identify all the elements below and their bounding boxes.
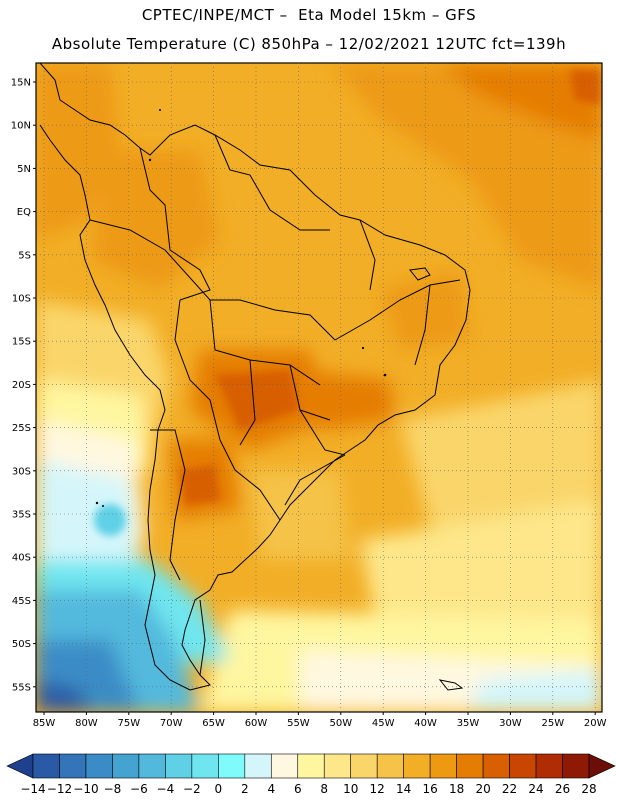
lat-tick-label: 40S bbox=[12, 553, 31, 564]
colorbar-swatch bbox=[350, 753, 378, 779]
lat-tick-label: EQ bbox=[17, 207, 31, 218]
colorbar-label: −10 bbox=[73, 782, 98, 796]
lon-tick-label: 80W bbox=[75, 718, 98, 729]
colorbar-label: 10 bbox=[343, 782, 358, 796]
lat-tick-label: 55S bbox=[12, 682, 31, 693]
colorbar-label: 4 bbox=[267, 782, 275, 796]
lat-tick-label: 10N bbox=[11, 121, 31, 132]
colorbar-label: 18 bbox=[449, 782, 464, 796]
longitude-axis: 85W 80W 75W 70W 65W 60W 55W 50W 45W 40W 35W 30W 25W 2… bbox=[33, 712, 607, 729]
lon-tick-label: 20W bbox=[584, 718, 607, 729]
lat-tick-label: 20S bbox=[12, 380, 31, 391]
graticule bbox=[36, 63, 602, 712]
lon-tick-label: 75W bbox=[117, 718, 140, 729]
map-title-line2: Absolute Temperature (C) 850hPa – 12/02/… bbox=[51, 35, 567, 53]
islands bbox=[95, 109, 387, 507]
colorbar-label: 28 bbox=[581, 782, 596, 796]
lat-tick-label: 35S bbox=[12, 510, 31, 521]
colorbar-label: −12 bbox=[47, 782, 72, 796]
colorbar-label: 26 bbox=[555, 782, 570, 796]
colorbar-swatch bbox=[244, 753, 272, 779]
lat-tick-label: 15N bbox=[11, 78, 31, 89]
lon-tick-label: 35W bbox=[457, 718, 480, 729]
colorbar-swatch bbox=[456, 753, 484, 779]
colorbar-label: 0 bbox=[215, 782, 223, 796]
colorbar-swatch bbox=[270, 753, 299, 779]
colorbar-swatch bbox=[165, 753, 193, 779]
lon-tick-label: 60W bbox=[245, 718, 268, 729]
lon-tick-label: 85W bbox=[33, 718, 56, 729]
colorbar-swatch bbox=[138, 753, 166, 779]
lon-tick-label: 25W bbox=[541, 718, 564, 729]
colorbar-swatch bbox=[32, 753, 60, 779]
colorbar-swatch bbox=[376, 753, 404, 779]
lat-tick-label: 15S bbox=[12, 337, 31, 348]
lat-tick-label: 5N bbox=[17, 164, 31, 175]
colorbar-label: 8 bbox=[320, 782, 328, 796]
colorbar-swatch bbox=[562, 753, 590, 779]
colorbar-label: −6 bbox=[130, 782, 148, 796]
lat-tick-label: 50S bbox=[12, 639, 31, 650]
colorbar-swatch bbox=[323, 753, 352, 779]
lon-tick-label: 55W bbox=[287, 718, 310, 729]
colorbar-label: 22 bbox=[502, 782, 517, 796]
colorbar-label: −14 bbox=[20, 782, 45, 796]
colorbar-swatch bbox=[112, 753, 140, 779]
lat-tick-label: 10S bbox=[12, 294, 31, 305]
colorbar-arrow-high bbox=[588, 753, 616, 779]
colorbar-label: 6 bbox=[294, 782, 302, 796]
temperature-field bbox=[36, 63, 602, 712]
coastlines bbox=[39, 63, 471, 691]
lon-tick-label: 45W bbox=[372, 718, 395, 729]
colorbar-swatch bbox=[85, 753, 113, 779]
colorbar-swatch bbox=[59, 753, 87, 779]
lon-tick-label: 65W bbox=[202, 718, 225, 729]
colorbar-swatch bbox=[509, 753, 537, 779]
lat-tick-label: 25S bbox=[12, 423, 31, 434]
colorbar-label: 20 bbox=[475, 782, 490, 796]
colorbar-swatch bbox=[403, 753, 431, 779]
latitude-axis: 15N 10N 5N EQ 5S 10S 15S 20S 25S 30S 35S 40S 45S 50S 5… bbox=[11, 78, 36, 693]
colorbar-label: −2 bbox=[183, 782, 201, 796]
colorbar-label: 12 bbox=[370, 782, 385, 796]
lat-tick-label: 30S bbox=[12, 466, 31, 477]
colorbar-swatch bbox=[218, 753, 246, 779]
colorbar-swatch bbox=[297, 753, 325, 779]
plot-frame bbox=[35, 62, 603, 713]
lon-tick-label: 70W bbox=[160, 718, 183, 729]
lat-tick-label: 5S bbox=[18, 250, 31, 261]
lon-tick-label: 30W bbox=[499, 718, 522, 729]
colorbar-label: −4 bbox=[157, 782, 175, 796]
lon-tick-label: 40W bbox=[414, 718, 437, 729]
colorbar-swatch bbox=[191, 753, 219, 779]
map-title-line1: CPTEC/INPE/MCT – Eta Model 15km – GFS bbox=[141, 6, 477, 24]
colorbar: −14 −12 −10 −8 −6 −4 −2 0 2 4 6 8 10 12 14 16 18 20 22 24 26… bbox=[6, 753, 616, 796]
colorbar-label: −8 bbox=[104, 782, 122, 796]
colorbar-label: 14 bbox=[396, 782, 411, 796]
lat-tick-label: 45S bbox=[12, 596, 31, 607]
colorbar-label: 24 bbox=[528, 782, 543, 796]
colorbar-swatch bbox=[535, 753, 563, 779]
lon-tick-label: 50W bbox=[329, 718, 352, 729]
colorbar-swatch bbox=[482, 753, 510, 779]
colorbar-arrow-low bbox=[6, 753, 34, 779]
colorbar-swatch bbox=[429, 753, 457, 779]
colorbar-label: 2 bbox=[241, 782, 249, 796]
colorbar-label: 16 bbox=[423, 782, 438, 796]
